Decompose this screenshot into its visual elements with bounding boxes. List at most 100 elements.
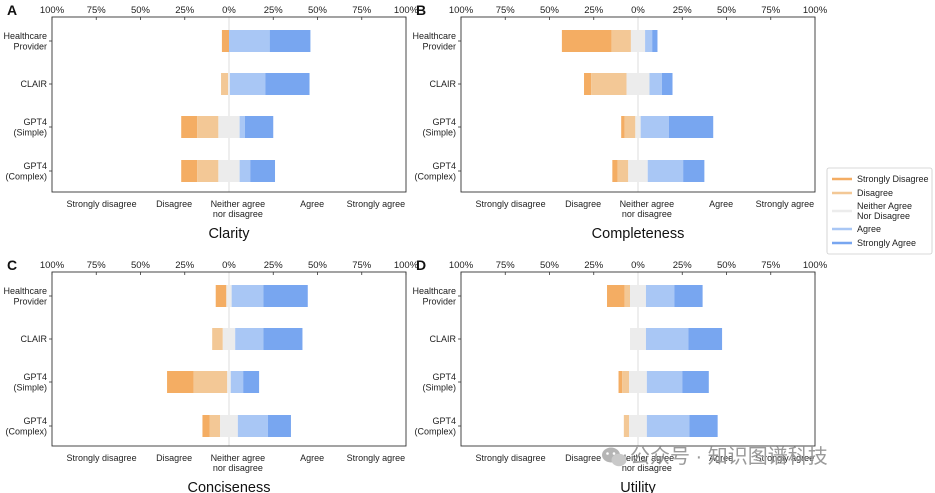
response-label: Disagree — [565, 199, 601, 209]
bar-segment-strongly-agree — [269, 30, 311, 52]
legend-label-line: Agree — [857, 224, 881, 234]
bar-segment-disagree — [611, 30, 631, 52]
watermark: 公众号 · 知识图谱科技 — [602, 445, 828, 468]
category-label: CLAIR — [429, 334, 456, 344]
bar-segment-agree — [640, 116, 669, 138]
response-label: Strongly agree — [756, 453, 815, 463]
bar-segment-agree — [231, 285, 264, 307]
legend-label: Strongly Agree — [857, 238, 916, 248]
category-label-line: GPT4 — [23, 161, 47, 171]
panel-title: Utility — [620, 480, 656, 493]
response-label: Strongly disagree — [67, 453, 137, 463]
bar-segment-strongly-disagree — [202, 415, 210, 437]
bar-segment-agree — [235, 328, 264, 350]
panel-title: Completeness — [592, 226, 685, 242]
response-label-line: Neither agree — [620, 199, 675, 209]
response-label-line: Strongly agree — [756, 199, 815, 209]
category-label-line: GPT4 — [432, 161, 456, 171]
bar-segment-strongly-agree — [250, 160, 276, 182]
category-label-line: Provider — [13, 296, 47, 306]
panel-letter: B — [416, 2, 426, 18]
bar-segment-strongly-agree — [683, 160, 705, 182]
category-label-line: CLAIR — [429, 79, 456, 89]
bar-segment-strongly-agree — [652, 30, 658, 52]
panel-d: D 100% 75% 50% 25% 0% 25% 50% 75% 100% Healthcare P… — [412, 257, 827, 493]
bar-segment-neither-agree-nor-disagree — [630, 30, 646, 52]
legend-label: Disagree — [857, 188, 893, 198]
x-tick-label: 75% — [87, 5, 107, 16]
category-label-line: (Complex) — [414, 426, 456, 436]
bar-segment-neither-agree-nor-disagree — [227, 371, 231, 393]
category-label: GPT4 (Complex) — [5, 416, 47, 437]
bar-segment-strongly-agree — [682, 371, 709, 393]
x-tick-label: 50% — [131, 260, 151, 271]
bar-segment-strongly-disagree — [584, 73, 592, 95]
category-label-line: Provider — [422, 41, 456, 51]
bar-segment-agree — [649, 73, 662, 95]
bar-segment-strongly-disagree — [181, 160, 198, 182]
bar-segment-strongly-disagree — [181, 116, 198, 138]
response-label: Agree — [709, 199, 733, 209]
category-label-line: GPT4 — [432, 117, 456, 127]
category-label-line: GPT4 — [23, 416, 47, 426]
category-label: Healthcare Provider — [3, 286, 47, 307]
bar-segment-disagree — [624, 116, 636, 138]
bar-segment-neither-agree-nor-disagree — [626, 73, 650, 95]
x-tick-label: 100% — [449, 5, 474, 16]
bar-segment-disagree — [197, 160, 219, 182]
plot-frame — [460, 271, 816, 447]
response-label-line: Strongly agree — [347, 199, 406, 209]
wechat-icon — [602, 447, 627, 467]
category-label-line: (Complex) — [5, 426, 47, 436]
bar-segment-strongly-disagree — [221, 30, 229, 52]
bar-segment-strongly-disagree — [607, 285, 625, 307]
response-label-line: Neither agree — [211, 453, 266, 463]
category-label-line: (Simple) — [422, 127, 456, 137]
legend-label-line: Strongly Agree — [857, 238, 916, 248]
response-label: Strongly agree — [347, 199, 406, 209]
bar-segment-neither-agree-nor-disagree — [628, 160, 648, 182]
response-label: Agree — [300, 199, 324, 209]
bar-segment-neither-agree-nor-disagree — [220, 415, 238, 437]
category-label-line: GPT4 — [432, 416, 456, 426]
response-label: Strongly disagree — [476, 199, 546, 209]
response-label: Strongly agree — [347, 453, 406, 463]
category-label-line: Healthcare — [412, 31, 456, 41]
x-tick-label: 25% — [584, 5, 604, 16]
bar-segment-disagree — [591, 73, 627, 95]
x-tick-label: 75% — [352, 5, 372, 16]
category-label-line: (Simple) — [13, 127, 47, 137]
bar-segment-neither-agree-nor-disagree — [635, 116, 641, 138]
bar-segment-neither-agree-nor-disagree — [218, 160, 240, 182]
x-tick-label: 75% — [352, 260, 372, 271]
x-tick-label: 25% — [264, 260, 284, 271]
response-label: Neither agree nor disagree — [211, 199, 266, 219]
bar-segment-disagree — [193, 371, 228, 393]
panel-letter: C — [7, 257, 17, 273]
response-label: Disagree — [156, 199, 192, 209]
response-label-line: nor disagree — [213, 209, 263, 219]
category-label-line: GPT4 — [432, 372, 456, 382]
category-label-line: CLAIR — [20, 334, 47, 344]
legend-label-line: Neither Agree — [857, 201, 912, 211]
x-tick-label: 50% — [717, 260, 737, 271]
category-label-line: (Complex) — [414, 171, 456, 181]
x-tick-label: 25% — [175, 5, 195, 16]
category-label: GPT4 (Simple) — [422, 117, 456, 138]
x-tick-label: 25% — [264, 5, 284, 16]
category-label-line: Healthcare — [412, 286, 456, 296]
bar-segment-strongly-agree — [689, 415, 718, 437]
bar-segment-disagree — [622, 371, 630, 393]
response-label: Neither agree nor disagree — [620, 453, 675, 473]
bar-segment-agree — [646, 371, 683, 393]
bar-segment-disagree — [624, 285, 631, 307]
x-tick-label: 25% — [584, 260, 604, 271]
bar-segment-strongly-agree — [267, 415, 291, 437]
bar-segment-neither-agree-nor-disagree — [629, 415, 647, 437]
x-tick-label: 100% — [803, 5, 828, 16]
response-label-line: Disagree — [156, 199, 192, 209]
response-label: Strongly disagree — [67, 199, 137, 209]
bar-segment-neither-agree-nor-disagree — [630, 328, 646, 350]
bar-segment-agree — [645, 328, 689, 350]
category-label: CLAIR — [429, 79, 456, 89]
